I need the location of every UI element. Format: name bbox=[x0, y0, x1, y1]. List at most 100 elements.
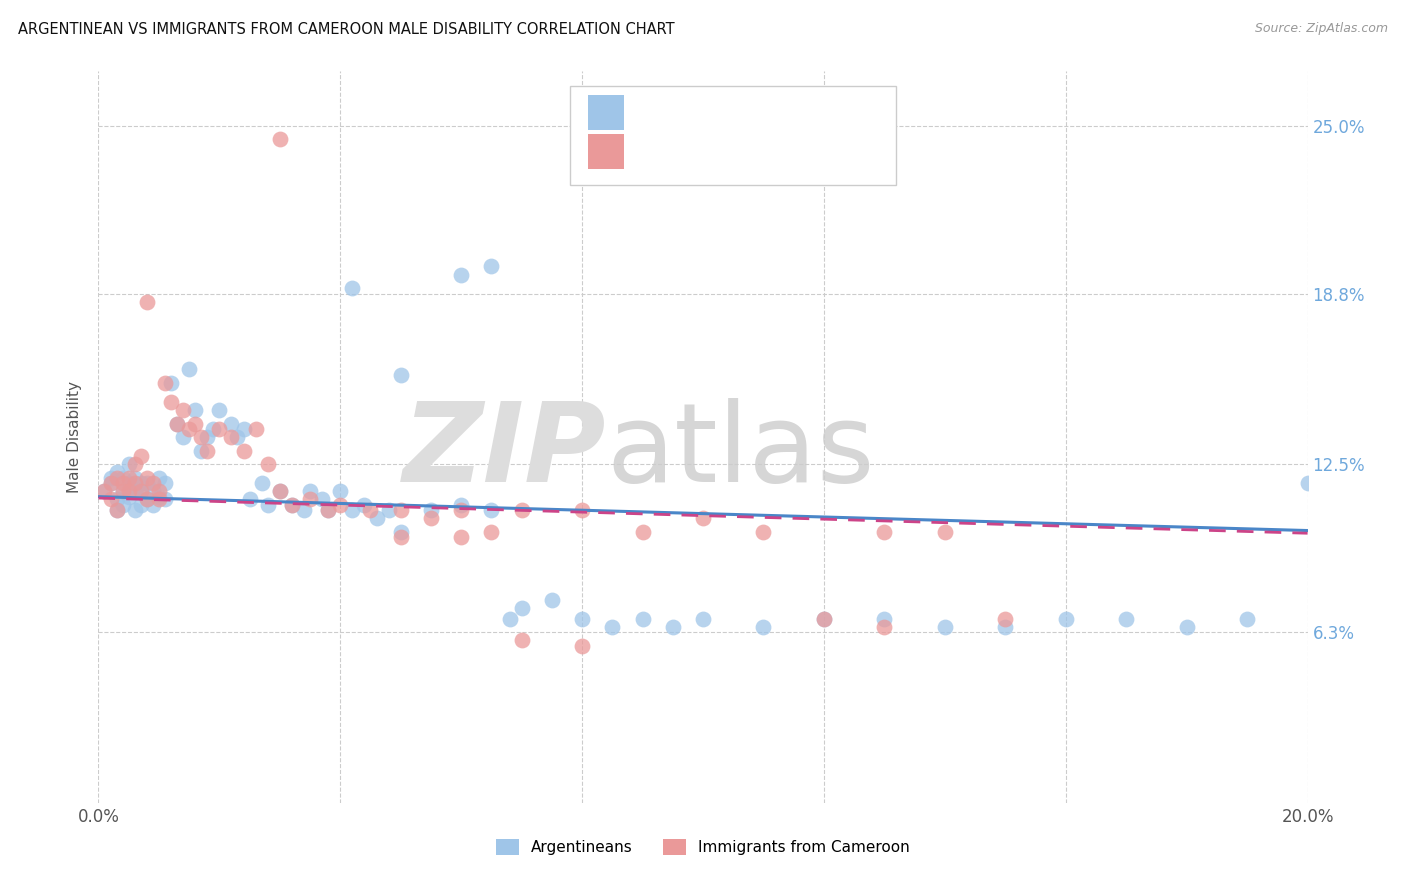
Text: R =: R = bbox=[637, 104, 669, 120]
Point bbox=[221, 430, 243, 444]
Point bbox=[813, 611, 835, 625]
Point bbox=[245, 422, 267, 436]
Point bbox=[571, 503, 593, 517]
Point bbox=[329, 484, 352, 499]
Point bbox=[1115, 611, 1137, 625]
Point bbox=[389, 524, 412, 539]
Point bbox=[571, 639, 593, 653]
Point bbox=[873, 524, 896, 539]
Point bbox=[510, 633, 533, 648]
Point bbox=[166, 417, 188, 431]
Point bbox=[481, 503, 503, 517]
Text: ZIP: ZIP bbox=[402, 398, 606, 505]
Point bbox=[135, 471, 157, 485]
Point bbox=[377, 503, 399, 517]
Point bbox=[661, 620, 683, 634]
Point bbox=[602, 620, 624, 634]
Point bbox=[226, 430, 249, 444]
Point bbox=[994, 611, 1017, 625]
Point bbox=[481, 260, 503, 274]
Point bbox=[172, 403, 194, 417]
Point bbox=[111, 471, 134, 485]
Text: R =: R = bbox=[637, 141, 669, 156]
Point bbox=[135, 476, 157, 491]
Point bbox=[631, 524, 654, 539]
Point bbox=[153, 476, 176, 491]
Point bbox=[111, 484, 134, 499]
Point bbox=[299, 484, 322, 499]
Point bbox=[124, 476, 146, 491]
Text: 57: 57 bbox=[828, 141, 846, 156]
Point bbox=[100, 476, 122, 491]
Point bbox=[160, 376, 183, 390]
Point bbox=[111, 498, 134, 512]
Point bbox=[93, 484, 115, 499]
Point bbox=[631, 611, 654, 625]
Point bbox=[239, 492, 262, 507]
Point bbox=[124, 484, 146, 499]
Point bbox=[195, 443, 218, 458]
Text: -0.067: -0.067 bbox=[685, 104, 734, 120]
Point bbox=[166, 417, 188, 431]
Point bbox=[190, 443, 212, 458]
Point bbox=[118, 471, 141, 485]
Point bbox=[250, 476, 273, 491]
Point bbox=[389, 503, 412, 517]
Point bbox=[311, 492, 333, 507]
Point bbox=[118, 484, 141, 499]
Point bbox=[148, 492, 170, 507]
Point bbox=[360, 503, 382, 517]
Point bbox=[316, 503, 339, 517]
Point bbox=[118, 457, 141, 471]
Point bbox=[1296, 476, 1319, 491]
Point bbox=[105, 471, 128, 485]
Point bbox=[202, 422, 225, 436]
Point bbox=[124, 457, 146, 471]
Point bbox=[420, 503, 443, 517]
Point bbox=[124, 503, 146, 517]
Point bbox=[316, 503, 339, 517]
Point bbox=[692, 611, 714, 625]
Point bbox=[153, 492, 176, 507]
Point bbox=[100, 492, 122, 507]
Point bbox=[1236, 611, 1258, 625]
Point bbox=[450, 503, 472, 517]
Point bbox=[299, 492, 322, 507]
Point bbox=[93, 484, 115, 499]
Point bbox=[1054, 611, 1077, 625]
Point bbox=[510, 503, 533, 517]
Point bbox=[813, 611, 835, 625]
Point bbox=[873, 611, 896, 625]
Point bbox=[129, 498, 152, 512]
Point bbox=[540, 592, 562, 607]
Point bbox=[105, 465, 128, 479]
Point bbox=[129, 484, 152, 499]
Point bbox=[195, 430, 218, 444]
Text: atlas: atlas bbox=[606, 398, 875, 505]
Point bbox=[135, 492, 157, 507]
Point bbox=[420, 511, 443, 525]
Point bbox=[389, 368, 412, 382]
FancyBboxPatch shape bbox=[569, 86, 897, 185]
Point bbox=[692, 511, 714, 525]
Point bbox=[389, 530, 412, 544]
Point bbox=[269, 484, 291, 499]
Point bbox=[172, 430, 194, 444]
Point bbox=[190, 430, 212, 444]
Point bbox=[1175, 620, 1198, 634]
Point bbox=[292, 503, 315, 517]
Point bbox=[256, 498, 278, 512]
Text: N =: N = bbox=[782, 104, 815, 120]
Point bbox=[366, 511, 388, 525]
Text: N =: N = bbox=[782, 141, 815, 156]
Point bbox=[105, 492, 128, 507]
Point bbox=[353, 498, 375, 512]
FancyBboxPatch shape bbox=[588, 134, 624, 169]
Point bbox=[934, 620, 956, 634]
Point bbox=[118, 476, 141, 491]
Point bbox=[118, 490, 141, 504]
Point bbox=[281, 498, 304, 512]
Point bbox=[142, 484, 165, 499]
Point bbox=[129, 484, 152, 499]
Point bbox=[281, 498, 304, 512]
